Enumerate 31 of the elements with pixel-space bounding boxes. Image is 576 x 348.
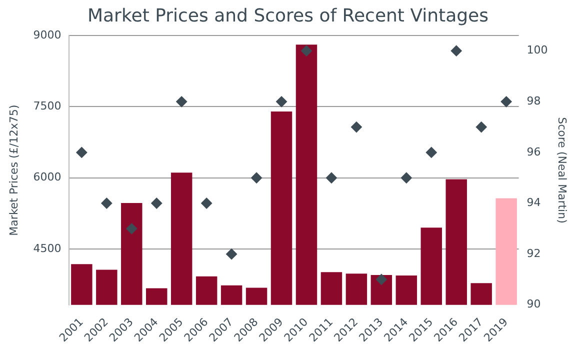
point bbox=[276, 96, 288, 108]
point bbox=[476, 122, 487, 133]
y2-tick-label: 100 bbox=[526, 44, 548, 57]
point bbox=[426, 146, 437, 158]
y2-tick-label: 94 bbox=[526, 196, 541, 210]
point bbox=[300, 45, 312, 56]
y2-tick-label: 92 bbox=[526, 246, 541, 260]
y-tick-label: 9000 bbox=[33, 28, 62, 42]
point bbox=[500, 96, 512, 108]
y2-tick-label: 96 bbox=[526, 145, 541, 158]
point bbox=[226, 248, 238, 260]
point bbox=[251, 172, 262, 184]
y2-axis-title: Score (Neal Martin) bbox=[556, 117, 569, 224]
point bbox=[76, 146, 88, 158]
y-tick-label: 4500 bbox=[33, 242, 62, 255]
point bbox=[201, 198, 212, 209]
point bbox=[151, 198, 162, 209]
y-tick-label: 6000 bbox=[33, 170, 62, 184]
point bbox=[326, 172, 337, 184]
point bbox=[101, 198, 112, 209]
point bbox=[450, 45, 462, 56]
point bbox=[400, 172, 412, 184]
y-axis-title: Market Prices (£/12x75) bbox=[7, 104, 20, 236]
point bbox=[376, 274, 387, 285]
chart-title: Market Prices and Scores of Recent Vintages bbox=[87, 5, 489, 26]
point bbox=[176, 96, 188, 108]
y2-tick-label: 98 bbox=[526, 94, 541, 108]
point bbox=[126, 223, 138, 234]
point bbox=[350, 122, 362, 133]
y-tick-label: 7500 bbox=[33, 100, 62, 113]
y2-tick-label: 90 bbox=[526, 298, 541, 311]
